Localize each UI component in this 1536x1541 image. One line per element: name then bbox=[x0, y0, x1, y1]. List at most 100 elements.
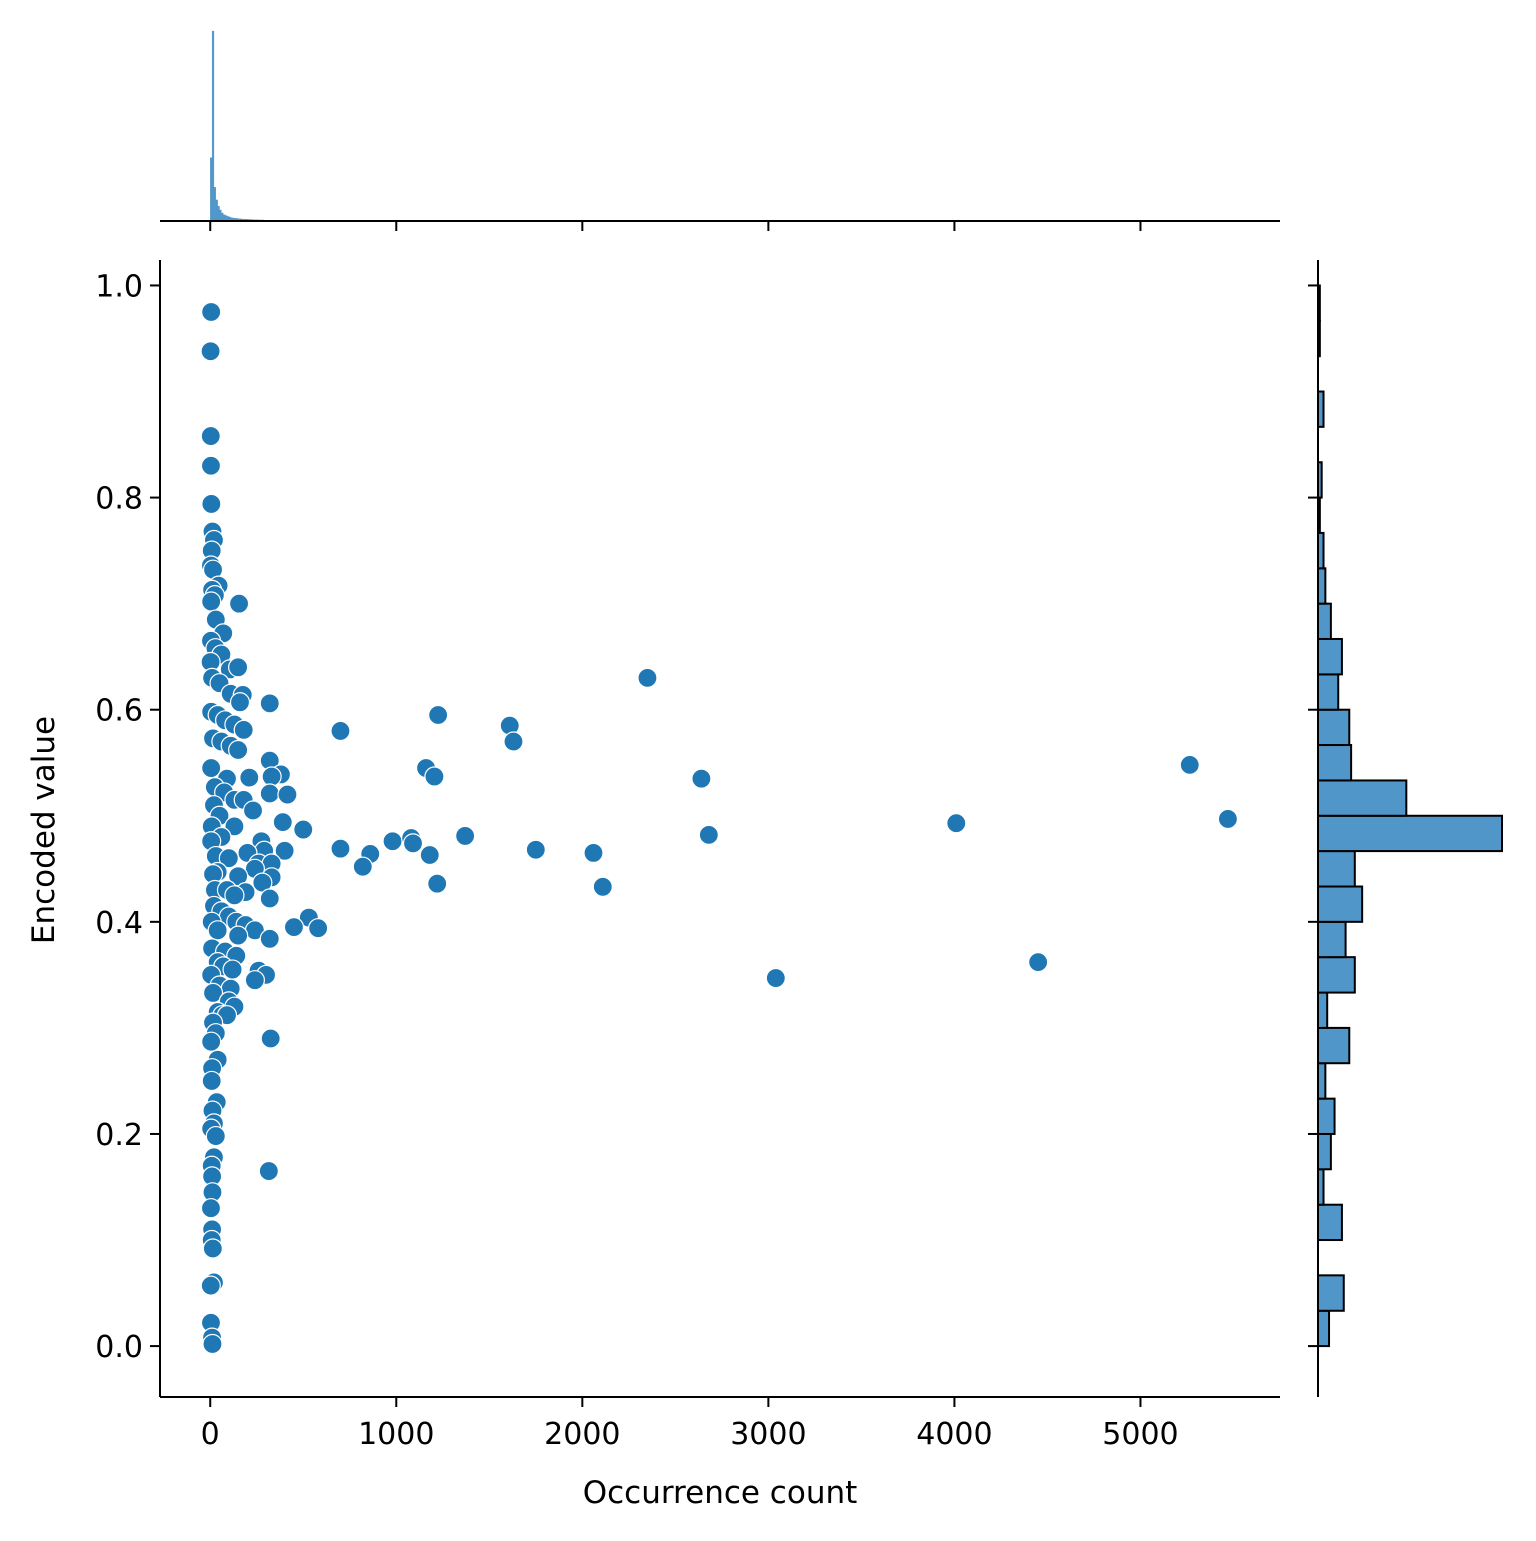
scatter-point bbox=[261, 766, 282, 787]
scatter-point bbox=[228, 593, 250, 614]
scatter-point bbox=[258, 1160, 279, 1182]
scatter-point bbox=[200, 1198, 222, 1219]
scatter-point bbox=[228, 739, 249, 761]
y-marginal-histogram bbox=[1317, 284, 1503, 1348]
scatter-point bbox=[233, 719, 254, 740]
y-hist-bar bbox=[1317, 779, 1408, 817]
x-tick-label: 2000 bbox=[544, 1417, 620, 1452]
x-hist-bar bbox=[211, 30, 215, 222]
scatter-point bbox=[228, 925, 249, 946]
scatter-point bbox=[525, 839, 546, 860]
y-hist-bar bbox=[1317, 814, 1503, 853]
scatter-point bbox=[637, 667, 658, 688]
y-tick-label: 0.0 bbox=[95, 1330, 143, 1365]
y-hist-bar bbox=[1317, 1132, 1332, 1171]
scatter-point bbox=[224, 816, 245, 837]
x-axis-label: Occurrence count bbox=[583, 1475, 858, 1511]
scatter-point bbox=[259, 888, 280, 909]
scatter-point bbox=[200, 455, 222, 476]
y-tick-label: 0.4 bbox=[95, 906, 143, 941]
x-hist-bar bbox=[210, 157, 213, 222]
scatter-point bbox=[202, 1238, 223, 1259]
y-tick-label: 0.8 bbox=[95, 482, 143, 517]
y-tick-label: 0.6 bbox=[95, 694, 143, 729]
scatter-point bbox=[201, 301, 222, 323]
x-hist-bar bbox=[219, 209, 222, 222]
y-hist-bar bbox=[1317, 602, 1332, 640]
scatter-point bbox=[428, 704, 449, 726]
scatter-point bbox=[239, 767, 260, 788]
scatter-point bbox=[259, 928, 280, 949]
scatter-point bbox=[765, 967, 786, 989]
scatter-point bbox=[244, 970, 265, 991]
scatter-point bbox=[330, 838, 351, 859]
scatter-point bbox=[352, 856, 373, 877]
x-tick-label: 3000 bbox=[730, 1417, 806, 1452]
scatter-point bbox=[200, 1275, 221, 1296]
scatter-point bbox=[272, 812, 293, 833]
scatter-point bbox=[455, 825, 476, 847]
scatter-point bbox=[207, 920, 228, 941]
x-tick-label: 1000 bbox=[358, 1417, 434, 1452]
y-hist-bar bbox=[1317, 673, 1340, 711]
scatter-point bbox=[583, 842, 604, 863]
scatter-point bbox=[277, 784, 298, 805]
y-hist-bar bbox=[1317, 920, 1347, 959]
scatter-point bbox=[427, 873, 448, 894]
y-hist-bar bbox=[1317, 567, 1327, 605]
scatter-point bbox=[503, 731, 524, 752]
y-hist-bar bbox=[1317, 1097, 1336, 1135]
scatter-point bbox=[691, 768, 712, 789]
scatter-point bbox=[382, 831, 403, 852]
scatter-point bbox=[201, 1070, 222, 1092]
scatter-point bbox=[698, 824, 719, 845]
x-hist-bar bbox=[217, 206, 220, 222]
scatter-point bbox=[259, 693, 280, 714]
x-tick-label: 5000 bbox=[1102, 1417, 1178, 1452]
scatter-point bbox=[259, 783, 280, 804]
y-tick-label: 0.2 bbox=[95, 1118, 143, 1153]
y-tick-label: 1.0 bbox=[95, 269, 143, 304]
y-hist-bar bbox=[1317, 1203, 1343, 1242]
scatter-point bbox=[592, 876, 613, 897]
y-axis-label: Encoded value bbox=[26, 716, 62, 944]
main-axes: 0 1000 2000 3000 4000 5000 0.0 0.2 0.4 0.6 0.8 1.0 bbox=[95, 220, 1319, 1452]
scatter-point bbox=[228, 657, 249, 678]
scatter-point bbox=[201, 757, 222, 779]
scatter-point bbox=[200, 425, 221, 447]
y-hist-bar bbox=[1317, 637, 1343, 676]
scatter-point bbox=[205, 1125, 226, 1147]
scatter-point bbox=[424, 766, 445, 787]
scatter-point bbox=[283, 917, 305, 938]
scatter-point bbox=[222, 959, 243, 980]
y-hist-bar bbox=[1317, 991, 1329, 1029]
y-hist-bar bbox=[1317, 850, 1356, 888]
x-tick-label: 4000 bbox=[916, 1417, 992, 1452]
y-hist-bar bbox=[1317, 1274, 1345, 1312]
y-hist-bar bbox=[1317, 708, 1351, 747]
scatter-point bbox=[242, 800, 264, 821]
x-marginal-histogram bbox=[210, 30, 278, 222]
y-hist-bar bbox=[1317, 956, 1356, 994]
scatter-points bbox=[200, 301, 1239, 1355]
scatter-point bbox=[201, 493, 222, 515]
scatter-point bbox=[402, 833, 424, 854]
scatter-point bbox=[218, 848, 239, 869]
scatter-point bbox=[274, 840, 295, 861]
scatter-point bbox=[224, 885, 245, 906]
x-tick-label: 0 bbox=[201, 1417, 220, 1452]
x-hist-bar bbox=[221, 212, 224, 222]
scatter-point bbox=[1217, 808, 1239, 830]
scatter-point bbox=[202, 1333, 223, 1355]
scatter-point bbox=[202, 982, 224, 1003]
scatter-point bbox=[1179, 754, 1200, 775]
scatter-point bbox=[200, 341, 221, 362]
scatter-point bbox=[201, 591, 222, 612]
scatter-point bbox=[330, 720, 351, 742]
scatter-point bbox=[1028, 952, 1049, 973]
scatter-point bbox=[946, 813, 967, 834]
y-hist-bar bbox=[1317, 1309, 1331, 1348]
x-hist-bar bbox=[215, 199, 218, 222]
